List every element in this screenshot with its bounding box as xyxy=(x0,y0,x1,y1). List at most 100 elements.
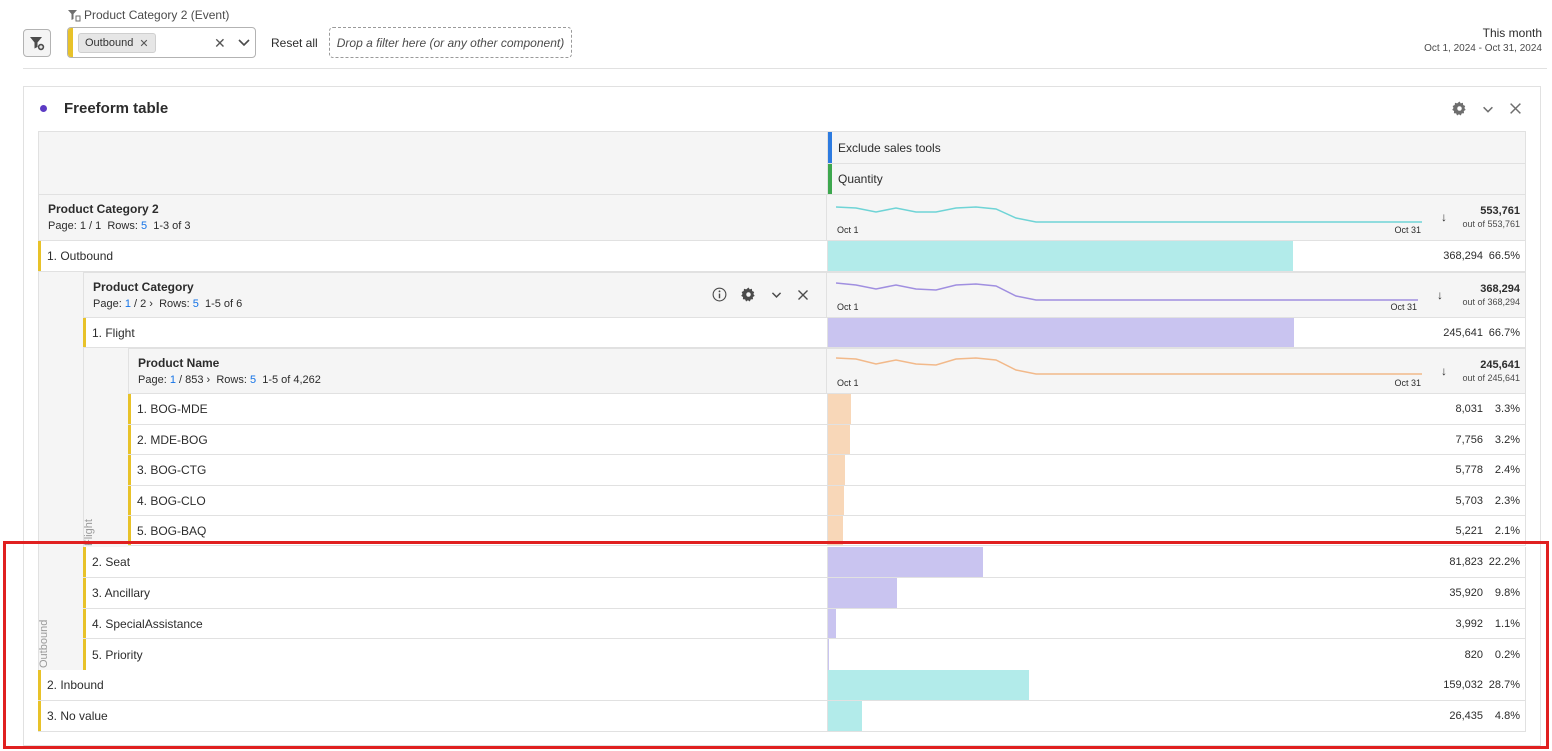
row-drag-handle[interactable] xyxy=(128,486,131,515)
row-label: 2. Inbound xyxy=(47,678,104,692)
dimension-header-product-category-2[interactable]: Product Category 2 Page: 1 / 1 Rows: 5 1… xyxy=(38,194,827,241)
close-icon[interactable] xyxy=(797,289,809,301)
filter-dropdown[interactable]: Outbound ✕ ✕ xyxy=(67,27,256,58)
reset-all-link[interactable]: Reset all xyxy=(271,36,318,50)
sparkline-cell: Oct 1 Oct 31 ↓ 245,641 out of 245,641 xyxy=(827,348,1526,394)
segment-column-header[interactable]: Exclude sales tools xyxy=(827,131,1526,164)
spark-end-label: Oct 31 xyxy=(1394,378,1421,388)
table-row[interactable]: 1. Flight xyxy=(83,318,827,348)
table-row[interactable]: 1. Outbound xyxy=(38,241,827,272)
table-row[interactable]: 3. No value xyxy=(38,701,827,732)
sparkline-cell: Oct 1 Oct 31 ↓ 368,294 out of 368,294 xyxy=(827,272,1526,318)
table-row[interactable]: 4. BOG-CLO xyxy=(128,486,827,516)
metric-bar xyxy=(828,318,1294,347)
filter-bar: Product Category 2 (Event) Outbound ✕ ✕ … xyxy=(0,0,1552,70)
table-row-metric: 159,032 28.7% xyxy=(827,670,1526,701)
metric-bar xyxy=(828,486,844,515)
chevron-down-icon[interactable] xyxy=(236,34,252,50)
metric-column-header[interactable]: Quantity xyxy=(827,163,1526,195)
breakdown-actions xyxy=(712,287,809,302)
sort-desc-icon[interactable]: ↓ xyxy=(1437,288,1443,302)
metric-bar xyxy=(828,241,1293,271)
table-row[interactable]: 2. Seat xyxy=(83,547,827,578)
chevron-down-icon[interactable] xyxy=(1481,102,1495,116)
column-total: 553,761 xyxy=(1480,205,1520,217)
table-row[interactable]: 2. MDE-BOG xyxy=(128,425,827,455)
metric-bar xyxy=(828,609,836,638)
row-drag-handle[interactable] xyxy=(38,701,41,731)
nested-breakdown-strip xyxy=(83,348,128,547)
table-row[interactable]: 2. Inbound xyxy=(38,670,827,701)
rows-label: Rows: xyxy=(107,220,138,232)
next-page-icon[interactable]: › xyxy=(206,374,211,386)
dimension-title: Product Category xyxy=(93,280,194,294)
sort-desc-icon[interactable]: ↓ xyxy=(1441,364,1447,378)
trend-sparkline xyxy=(836,357,1422,375)
metric-drag-handle[interactable] xyxy=(828,164,832,194)
row-drag-handle[interactable] xyxy=(38,241,41,271)
page-prefix: Page: xyxy=(93,298,122,310)
metric-percent: 22.2% xyxy=(1488,556,1520,568)
segment-drag-handle[interactable] xyxy=(828,132,832,163)
metric-header-label: Quantity xyxy=(838,172,883,186)
chevron-down-icon[interactable] xyxy=(770,288,783,301)
row-drag-handle[interactable] xyxy=(83,609,86,638)
rows-select[interactable]: 5 xyxy=(192,298,199,310)
page-number[interactable]: 1 xyxy=(124,298,131,310)
trend-sparkline xyxy=(836,206,1422,223)
row-label: 1. Outbound xyxy=(47,249,114,263)
metric-value: 3,992 xyxy=(1455,617,1483,630)
metric-percent: 66.7% xyxy=(1488,326,1520,339)
row-drag-handle[interactable] xyxy=(83,318,86,347)
row-drag-handle[interactable] xyxy=(128,425,131,454)
metric-bar xyxy=(828,547,983,577)
row-range: 1-5 of 4,262 xyxy=(262,374,321,386)
gear-icon[interactable] xyxy=(741,287,756,302)
row-drag-handle[interactable] xyxy=(128,394,131,424)
metric-bar xyxy=(828,670,1029,700)
row-drag-handle[interactable] xyxy=(38,670,41,700)
table-row[interactable]: 5. BOG-BAQ xyxy=(128,516,827,546)
panel-title: Freeform table xyxy=(64,100,169,117)
remove-tag-icon[interactable]: ✕ xyxy=(139,37,149,50)
close-icon[interactable] xyxy=(1509,102,1522,115)
date-range-label: Oct 1, 2024 - Oct 31, 2024 xyxy=(1424,43,1542,54)
row-range: 1-3 of 3 xyxy=(153,220,191,232)
rows-select[interactable]: 5 xyxy=(249,374,257,386)
gear-icon[interactable] xyxy=(1452,101,1467,116)
filter-dimension-label: Product Category 2 (Event) xyxy=(67,8,229,22)
row-drag-handle[interactable] xyxy=(83,547,86,577)
sort-desc-icon[interactable]: ↓ xyxy=(1441,210,1447,224)
filter-drag-handle[interactable] xyxy=(68,28,73,57)
rows-select[interactable]: 5 xyxy=(140,220,148,232)
spark-start-label: Oct 1 xyxy=(837,302,859,312)
table-row-metric: 5,703 2.3% xyxy=(827,486,1526,516)
dimension-header-product-category[interactable]: Product Category Page: 1 / 2 › Rows: 5 1… xyxy=(83,272,827,318)
table-row[interactable]: 5. Priority xyxy=(83,639,827,671)
clear-filter-icon[interactable]: ✕ xyxy=(214,35,226,51)
table-row[interactable]: 3. BOG-CTG xyxy=(128,455,827,486)
row-drag-handle[interactable] xyxy=(128,516,131,545)
row-drag-handle[interactable] xyxy=(83,578,86,608)
next-page-icon[interactable]: › xyxy=(149,298,153,310)
table-row[interactable]: 1. BOG-MDE xyxy=(128,394,827,425)
row-label: 4. BOG-CLO xyxy=(137,493,206,508)
table-row-metric: 368,294 66.5% xyxy=(827,241,1526,272)
date-range-picker[interactable]: This month Oct 1, 2024 - Oct 31, 2024 xyxy=(1424,26,1542,54)
spark-start-label: Oct 1 xyxy=(837,225,859,235)
column-total: 245,641 xyxy=(1480,359,1520,371)
spark-start-label: Oct 1 xyxy=(837,378,859,388)
table-row[interactable]: 3. Ancillary xyxy=(83,578,827,609)
date-preset-label: This month xyxy=(1482,26,1542,40)
row-range: 1-5 of 6 xyxy=(204,298,243,310)
add-filter-button[interactable] xyxy=(23,29,51,57)
page-prefix: Page: xyxy=(138,374,167,386)
info-icon[interactable] xyxy=(712,287,727,302)
filter-tag[interactable]: Outbound ✕ xyxy=(78,33,156,53)
dimension-header-product-name[interactable]: Product Name Page: 1 / 853 › Rows: 5 1-5… xyxy=(128,348,827,394)
filter-drop-zone[interactable]: Drop a filter here (or any other compone… xyxy=(329,27,572,58)
row-drag-handle[interactable] xyxy=(83,639,86,670)
table-row[interactable]: 4. SpecialAssistance xyxy=(83,609,827,639)
page-number[interactable]: 1 xyxy=(169,374,176,386)
row-drag-handle[interactable] xyxy=(128,455,131,485)
